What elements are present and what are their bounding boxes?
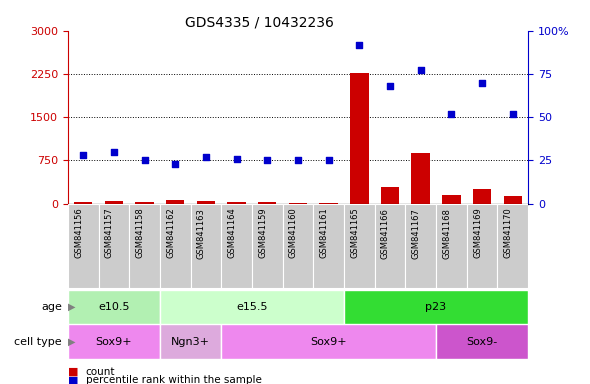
Text: GSM841158: GSM841158 — [136, 208, 145, 258]
Text: ▶: ▶ — [68, 337, 76, 347]
Point — [263, 157, 272, 164]
Text: GSM841162: GSM841162 — [166, 208, 175, 258]
Bar — [405, 204, 436, 288]
Text: GSM841164: GSM841164 — [228, 208, 237, 258]
Text: cell type: cell type — [14, 337, 62, 347]
Bar — [350, 73, 369, 204]
Bar — [68, 324, 160, 359]
Text: ■: ■ — [68, 375, 78, 384]
Bar — [68, 290, 160, 324]
Bar — [381, 187, 399, 204]
Text: GSM841166: GSM841166 — [381, 208, 390, 258]
Point — [447, 111, 456, 117]
Text: GSM841160: GSM841160 — [289, 208, 298, 258]
Bar — [344, 204, 375, 288]
Point — [78, 152, 88, 158]
Text: ■: ■ — [68, 367, 78, 377]
Bar — [129, 204, 160, 288]
Text: Sox9-: Sox9- — [467, 337, 497, 347]
Bar — [160, 204, 191, 288]
Text: GSM841169: GSM841169 — [473, 208, 482, 258]
Text: e10.5: e10.5 — [98, 302, 130, 312]
Text: ▶: ▶ — [68, 302, 76, 312]
Point — [416, 67, 425, 73]
Text: GSM841165: GSM841165 — [350, 208, 359, 258]
Point — [477, 79, 487, 86]
Text: Sox9+: Sox9+ — [96, 337, 132, 347]
Bar — [99, 204, 129, 288]
Bar — [319, 203, 338, 204]
Bar — [442, 195, 461, 204]
Point — [293, 157, 303, 164]
Text: p23: p23 — [425, 302, 447, 312]
Bar — [313, 204, 344, 288]
Text: GSM841156: GSM841156 — [74, 208, 83, 258]
Bar — [74, 202, 93, 204]
Text: GSM841167: GSM841167 — [412, 208, 421, 258]
Point — [201, 154, 211, 160]
Text: GSM841159: GSM841159 — [258, 208, 267, 258]
Bar — [221, 324, 436, 359]
Bar — [258, 202, 277, 204]
Point — [171, 161, 180, 167]
Bar — [191, 204, 221, 288]
Text: GSM841168: GSM841168 — [442, 208, 451, 258]
Bar — [289, 203, 307, 204]
Text: GSM841161: GSM841161 — [320, 208, 329, 258]
Text: GSM841157: GSM841157 — [105, 208, 114, 258]
Bar — [467, 204, 497, 288]
Bar — [227, 202, 246, 204]
Text: e15.5: e15.5 — [236, 302, 268, 312]
Bar — [252, 204, 283, 288]
Bar — [166, 200, 185, 204]
Text: GSM841170: GSM841170 — [504, 208, 513, 258]
Text: GSM841163: GSM841163 — [197, 208, 206, 258]
Bar — [344, 290, 528, 324]
Bar — [473, 189, 491, 204]
Text: Sox9+: Sox9+ — [310, 337, 347, 347]
Bar — [68, 204, 99, 288]
Point — [508, 111, 517, 117]
Point — [140, 157, 149, 164]
Text: GDS4335 / 10432236: GDS4335 / 10432236 — [185, 15, 334, 29]
Bar — [436, 204, 467, 288]
Bar — [503, 196, 522, 204]
Bar — [135, 202, 154, 204]
Bar — [411, 154, 430, 204]
Text: age: age — [41, 302, 62, 312]
Text: percentile rank within the sample: percentile rank within the sample — [86, 375, 261, 384]
Bar — [283, 204, 313, 288]
Bar — [196, 201, 215, 204]
Point — [232, 156, 241, 162]
Text: Ngn3+: Ngn3+ — [171, 337, 210, 347]
Bar — [160, 324, 221, 359]
Bar — [497, 204, 528, 288]
Point — [324, 157, 333, 164]
Bar — [221, 204, 252, 288]
Bar — [160, 290, 344, 324]
Bar — [104, 201, 123, 204]
Text: count: count — [86, 367, 115, 377]
Point — [385, 83, 395, 89]
Bar — [436, 324, 528, 359]
Point — [355, 41, 364, 48]
Point — [109, 149, 119, 155]
Bar — [375, 204, 405, 288]
